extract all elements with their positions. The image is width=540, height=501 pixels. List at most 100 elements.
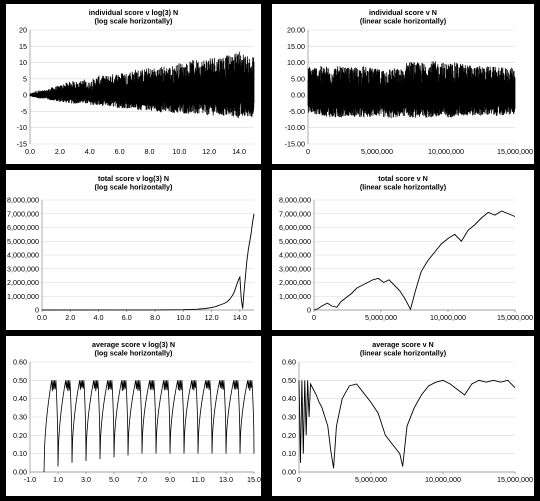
y-tick-label: 0.60	[282, 358, 296, 367]
x-tick-label: 7.0	[137, 475, 147, 484]
x-tick-label: 5,000,000	[355, 475, 387, 484]
chart-title-line-1: average score v N	[372, 340, 434, 349]
chart-title-line-1: average score v log(3) N	[92, 340, 175, 349]
chart-title-line-2: (linear scale horizontally)	[360, 183, 447, 192]
y-tick-label: 0.20	[13, 431, 27, 440]
x-tick-label: 10,000,000	[430, 313, 466, 322]
y-tick-label: 0.30	[282, 413, 296, 422]
data-series	[298, 379, 516, 469]
x-tick-label: 9.0	[165, 475, 175, 484]
y-tick-label: -10.00	[285, 123, 305, 132]
chart-title-line-2: (linear scale horizontally)	[360, 349, 447, 358]
x-tick-label: -1.0	[24, 475, 36, 484]
y-tick-label: 5	[23, 74, 27, 83]
x-tick-label: 3.0	[81, 475, 91, 484]
y-tick-label: 15	[19, 42, 27, 51]
x-tick-label: 6.0	[122, 313, 132, 322]
y-tick-label: 0.00	[13, 468, 27, 477]
x-tick-label: 8.0	[150, 313, 160, 322]
x-tick-label: 15.0	[247, 475, 261, 484]
x-tick-label: 0	[312, 313, 316, 322]
data-series	[43, 380, 255, 473]
x-tick-label: 5.0	[109, 475, 119, 484]
y-tick-label: 20	[19, 26, 27, 35]
x-tick-label: 0	[297, 475, 301, 484]
y-tick-label: 3,000,000	[279, 264, 311, 273]
x-tick-label: 15,000,000	[497, 313, 533, 322]
x-tick-label: 10.0	[172, 147, 186, 156]
y-tick-label: 10.00	[287, 58, 305, 67]
y-tick-label: 0	[307, 306, 311, 315]
x-tick-label: 5,000,000	[361, 147, 393, 156]
x-tick-label: 10,000,000	[425, 475, 461, 484]
y-tick-label: 20.00	[287, 26, 305, 35]
y-tick-label: 0.40	[13, 394, 27, 403]
x-tick-label: 0.0	[25, 147, 35, 156]
x-tick-label: 14.0	[233, 313, 247, 322]
y-tick-label: 0.60	[13, 358, 27, 367]
y-tick-label: 5,000,000	[7, 237, 39, 246]
x-tick-label: 12.0	[202, 147, 216, 156]
x-tick-label: 0.0	[37, 313, 47, 322]
chart-title-line-1: total score v log(3) N	[98, 174, 169, 183]
y-tick-label: 0	[35, 306, 39, 315]
x-tick-label: 15,000,000	[497, 147, 533, 156]
chart-1-svg: individual score v log(3) N(log scale ho…	[17, 8, 255, 156]
y-tick-label: 3,000,000	[7, 264, 39, 273]
y-tick-label: 5.00	[291, 74, 305, 83]
y-tick-label: 7,000,000	[7, 209, 39, 218]
x-tick-label: 4.0	[85, 147, 95, 156]
x-tick-label: 4.0	[94, 313, 104, 322]
chart-panel-5: average score v log(3) N (log scale horiz…	[6, 336, 261, 496]
chart-title-line-1: individual score v log(3) N	[89, 8, 178, 17]
chart-6-svg: average score v N(linear scale horizonta…	[282, 340, 533, 484]
x-tick-label: 10,000,000	[428, 147, 464, 156]
y-tick-label: 15.00	[287, 42, 305, 51]
y-tick-label: 0.20	[282, 431, 296, 440]
y-tick-label: 0.00	[291, 91, 305, 100]
data-series	[29, 51, 255, 119]
x-tick-label: 8.0	[144, 147, 154, 156]
y-tick-label: 4,000,000	[7, 251, 39, 260]
chart-title-line-2: (log scale horizontally)	[95, 17, 173, 26]
y-tick-label: 6,000,000	[7, 223, 39, 232]
chart-3-svg: total score v log(3) N(log scale horizon…	[7, 174, 255, 322]
x-tick-label: 1.0	[53, 475, 63, 484]
x-tick-label: 0	[306, 147, 310, 156]
x-tick-label: 11.0	[191, 475, 204, 484]
y-tick-label: 0.00	[282, 468, 296, 477]
y-tick-label: 0.10	[13, 449, 27, 458]
x-tick-label: 12.0	[205, 313, 219, 322]
chart-panel-1: individual score v log(3) N (log scale ho…	[6, 4, 261, 164]
chart-4-svg: total score v N(linear scale horizontall…	[279, 174, 533, 322]
x-tick-label: 6.0	[115, 147, 125, 156]
y-tick-label: -15.00	[285, 140, 305, 149]
y-tick-label: 10	[19, 58, 27, 67]
y-tick-label: 4,000,000	[279, 251, 311, 260]
x-tick-label: 14.0	[232, 147, 246, 156]
y-tick-label: 0.40	[282, 394, 296, 403]
chart-panel-2: individual score v N (linear scale horizo…	[272, 4, 534, 164]
chart-title-line-2: (linear scale horizontally)	[360, 17, 447, 26]
x-tick-label: 5,000,000	[365, 313, 397, 322]
y-tick-label: 5,000,000	[279, 237, 311, 246]
data-series	[307, 61, 516, 119]
y-tick-label: -5	[21, 107, 27, 116]
y-tick-label: 0.30	[13, 413, 27, 422]
y-tick-label: 7,000,000	[279, 209, 311, 218]
y-tick-label: 0.50	[282, 376, 296, 385]
chart-2-svg: individual score v N(linear scale horizo…	[285, 8, 533, 156]
x-tick-label: 2.0	[65, 313, 75, 322]
chart-title-line-2: (log scale horizontally)	[95, 349, 173, 358]
y-tick-label: 2,000,000	[7, 278, 39, 287]
y-tick-label: 0.10	[282, 449, 296, 458]
y-tick-label: 1,000,000	[279, 292, 311, 301]
x-tick-label: 13.0	[219, 475, 233, 484]
chart-panel-6: average score v N (linear scale horizonta…	[272, 336, 534, 496]
y-tick-label: 8,000,000	[7, 196, 39, 205]
chart-5-svg: average score v log(3) N(log scale horiz…	[13, 340, 261, 484]
y-tick-label: 0.50	[13, 376, 27, 385]
y-tick-label: 2,000,000	[279, 278, 311, 287]
y-tick-label: 0	[23, 91, 27, 100]
y-tick-label: 8,000,000	[279, 196, 311, 205]
